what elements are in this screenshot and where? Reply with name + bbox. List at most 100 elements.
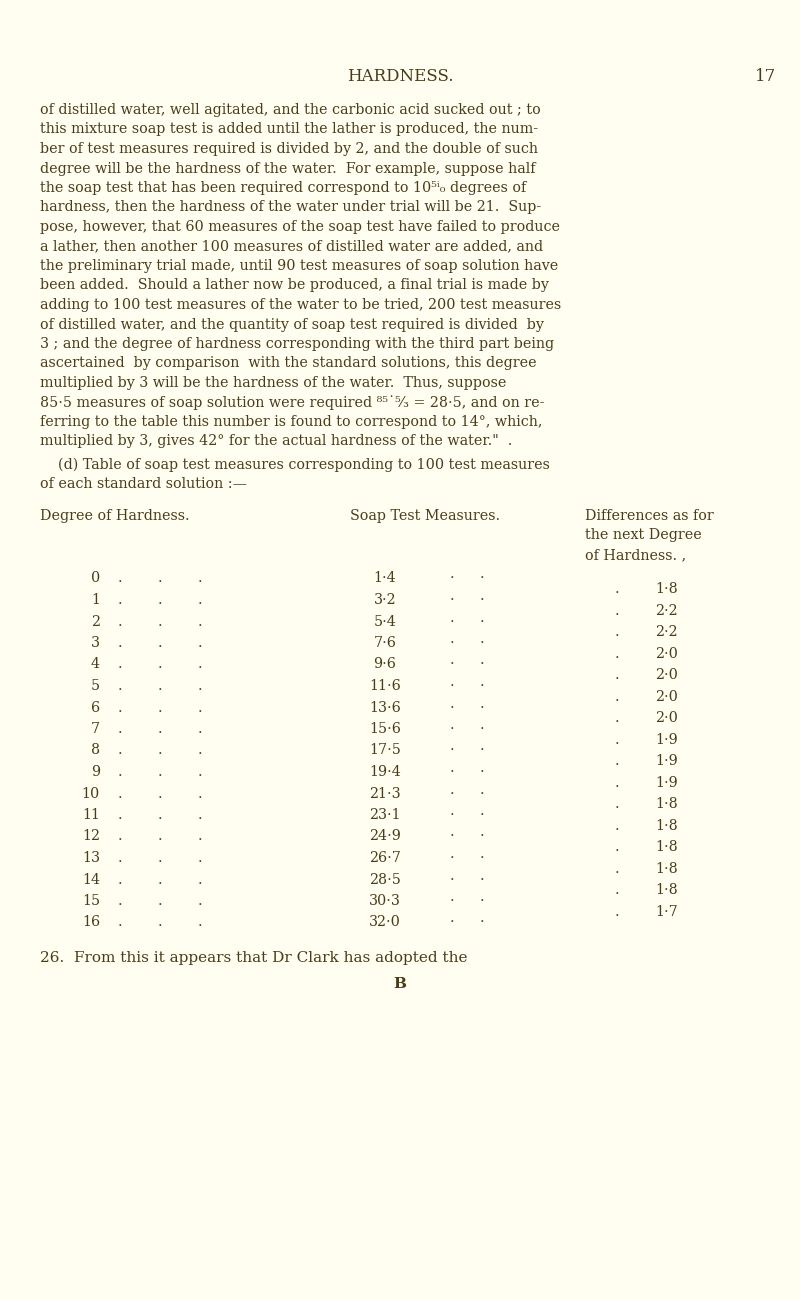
Text: degree will be the hardness of the water.  For example, suppose half: degree will be the hardness of the water…	[40, 161, 535, 176]
Text: ·: ·	[480, 701, 485, 715]
Text: 1·8: 1·8	[655, 582, 678, 597]
Text: .: .	[158, 722, 162, 736]
Text: 1·8: 1·8	[655, 883, 678, 897]
Text: .: .	[158, 786, 162, 801]
Text: Degree of Hardness.: Degree of Hardness.	[40, 510, 190, 523]
Text: ·: ·	[480, 894, 485, 907]
Text: ·: ·	[480, 593, 485, 607]
Text: ·: ·	[480, 615, 485, 628]
Text: 1·9: 1·9	[655, 733, 678, 746]
Text: 0: 0	[90, 572, 100, 585]
Text: 14: 14	[82, 872, 100, 887]
Text: .: .	[198, 658, 202, 672]
Text: ·: ·	[450, 872, 454, 887]
Text: 10: 10	[82, 786, 100, 801]
Text: .: .	[615, 840, 620, 854]
Text: 17: 17	[755, 68, 776, 84]
Text: ·: ·	[480, 809, 485, 822]
Text: adding to 100 test measures of the water to be tried, 200 test measures: adding to 100 test measures of the water…	[40, 298, 562, 312]
Text: a lather, then another 100 measures of distilled water are added, and: a lather, then another 100 measures of d…	[40, 239, 543, 254]
Text: .: .	[118, 679, 122, 693]
Text: ·: ·	[450, 615, 454, 628]
Text: 1: 1	[91, 593, 100, 607]
Text: .: .	[615, 776, 620, 789]
Text: of each standard solution :—: of each standard solution :—	[40, 477, 247, 491]
Text: .: .	[198, 679, 202, 693]
Text: .: .	[118, 852, 122, 864]
Text: .: .	[118, 572, 122, 585]
Text: .: .	[615, 625, 620, 640]
Text: .: .	[198, 852, 202, 864]
Text: .: .	[158, 679, 162, 693]
Text: ·: ·	[450, 764, 454, 779]
Text: 3: 3	[91, 636, 100, 650]
Text: .: .	[615, 862, 620, 876]
Text: ·: ·	[450, 894, 454, 907]
Text: ·: ·	[480, 872, 485, 887]
Text: .: .	[158, 852, 162, 864]
Text: 13·6: 13·6	[369, 701, 401, 715]
Text: .: .	[198, 764, 202, 779]
Text: ·: ·	[450, 744, 454, 758]
Text: ·: ·	[450, 915, 454, 930]
Text: .: .	[198, 744, 202, 758]
Text: .: .	[118, 894, 122, 907]
Text: 19·4: 19·4	[369, 764, 401, 779]
Text: 11: 11	[82, 809, 100, 822]
Text: (d) Table of soap test measures corresponding to 100 test measures: (d) Table of soap test measures correspo…	[40, 458, 550, 472]
Text: 3·2: 3·2	[374, 593, 396, 607]
Text: .: .	[615, 690, 620, 703]
Text: .: .	[118, 744, 122, 758]
Text: .: .	[615, 883, 620, 897]
Text: 85·5 measures of soap solution were required ⁸⁵˙⁵⁄₃ = 28·5, and on re-: 85·5 measures of soap solution were requ…	[40, 395, 545, 411]
Text: .: .	[158, 744, 162, 758]
Text: ·: ·	[450, 658, 454, 672]
Text: ·: ·	[450, 679, 454, 693]
Text: .: .	[158, 593, 162, 607]
Text: .: .	[118, 915, 122, 930]
Text: .: .	[158, 915, 162, 930]
Text: ·: ·	[450, 786, 454, 801]
Text: .: .	[615, 582, 620, 597]
Text: 11·6: 11·6	[369, 679, 401, 693]
Text: 2·0: 2·0	[655, 711, 678, 725]
Text: of Hardness. ,: of Hardness. ,	[585, 549, 686, 562]
Text: 1·9: 1·9	[655, 754, 678, 768]
Text: .: .	[118, 809, 122, 822]
Text: .: .	[198, 915, 202, 930]
Text: ferring to the table this number is found to correspond to 14°, which,: ferring to the table this number is foun…	[40, 415, 542, 429]
Text: .: .	[158, 636, 162, 650]
Text: .: .	[615, 819, 620, 833]
Text: ·: ·	[480, 722, 485, 736]
Text: ·: ·	[480, 636, 485, 650]
Text: .: .	[198, 786, 202, 801]
Text: pose, however, that 60 measures of the soap test have failed to produce: pose, however, that 60 measures of the s…	[40, 220, 560, 234]
Text: 7·6: 7·6	[374, 636, 397, 650]
Text: 32·0: 32·0	[369, 915, 401, 930]
Text: .: .	[198, 701, 202, 715]
Text: hardness, then the hardness of the water under trial will be 21.  Sup-: hardness, then the hardness of the water…	[40, 200, 542, 214]
Text: .: .	[118, 829, 122, 844]
Text: 9: 9	[91, 764, 100, 779]
Text: .: .	[158, 894, 162, 907]
Text: ·: ·	[480, 658, 485, 672]
Text: .: .	[118, 636, 122, 650]
Text: 1·4: 1·4	[374, 572, 396, 585]
Text: HARDNESS.: HARDNESS.	[346, 68, 454, 84]
Text: multiplied by 3, gives 42° for the actual hardness of the water."  .: multiplied by 3, gives 42° for the actua…	[40, 434, 512, 448]
Text: 5·4: 5·4	[374, 615, 397, 628]
Text: 2: 2	[91, 615, 100, 628]
Text: .: .	[615, 733, 620, 746]
Text: 12: 12	[82, 829, 100, 844]
Text: .: .	[158, 572, 162, 585]
Text: 1·8: 1·8	[655, 819, 678, 833]
Text: .: .	[198, 615, 202, 628]
Text: .: .	[615, 647, 620, 660]
Text: the soap test that has been required correspond to 10⁵ⁱ₀ degrees of: the soap test that has been required cor…	[40, 181, 526, 195]
Text: .: .	[158, 658, 162, 672]
Text: .: .	[198, 829, 202, 844]
Text: the preliminary trial made, until 90 test measures of soap solution have: the preliminary trial made, until 90 tes…	[40, 259, 558, 273]
Text: multiplied by 3 will be the hardness of the water.  Thus, suppose: multiplied by 3 will be the hardness of …	[40, 376, 506, 390]
Text: .: .	[615, 754, 620, 768]
Text: .: .	[198, 894, 202, 907]
